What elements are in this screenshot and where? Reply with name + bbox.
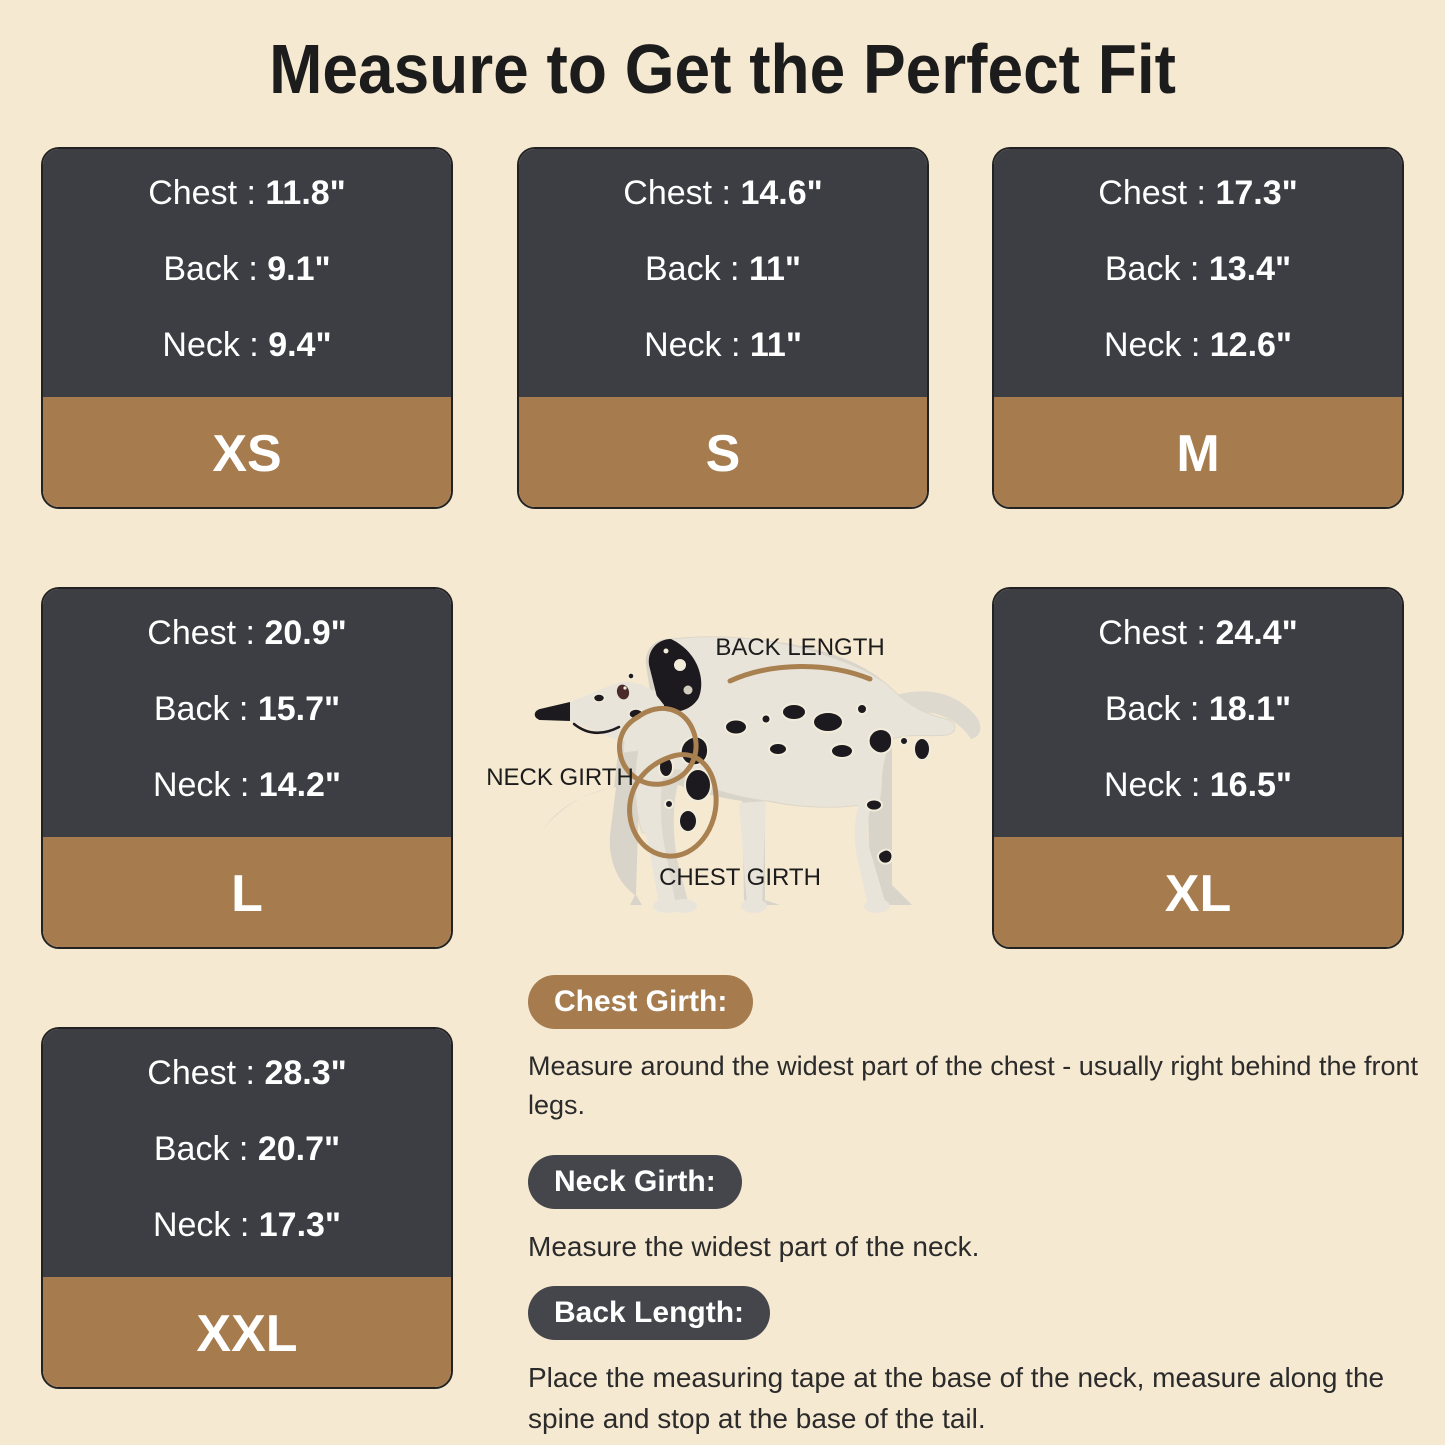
svg-text:BACK LENGTH: BACK LENGTH [715,634,884,661]
svg-text:NECK GIRTH: NECK GIRTH [486,764,634,791]
svg-text:CHEST GIRTH: CHEST GIRTH [659,864,821,891]
